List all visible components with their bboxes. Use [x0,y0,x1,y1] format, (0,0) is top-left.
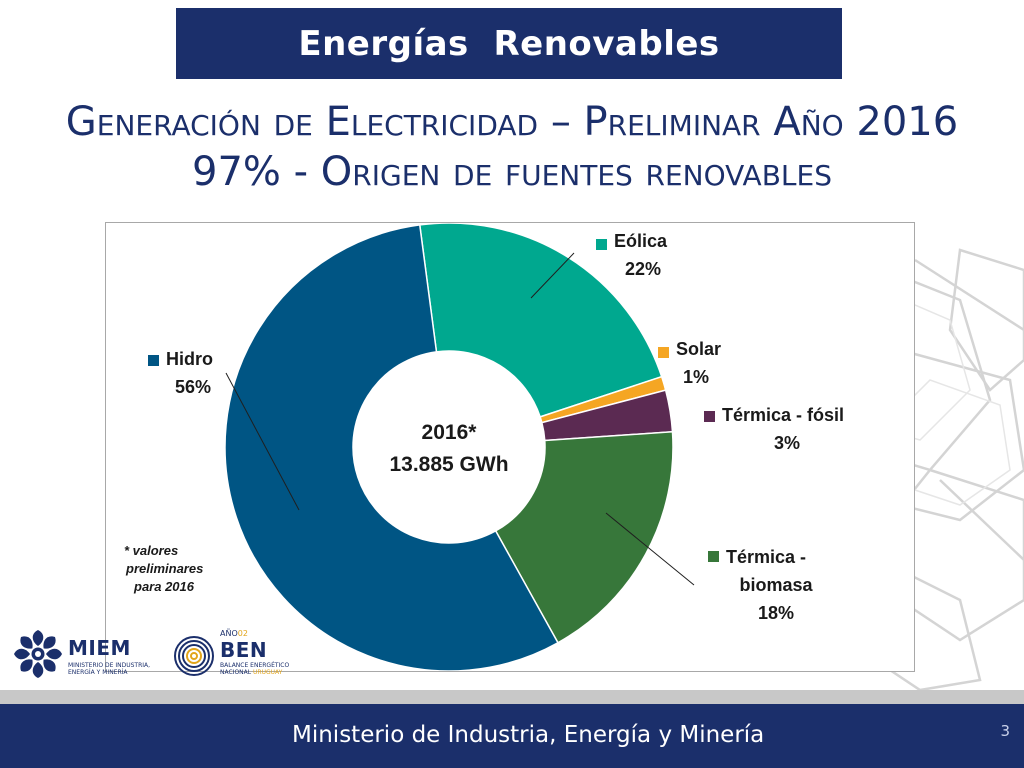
slice-label-termica-fosil: Térmica - fósil [722,405,844,425]
ben-logo: AÑO02 BEN Balance Energético Nacional Ur… [172,628,292,680]
miem-logo-sub-2: Energía y Minería [68,669,128,676]
slice-label-termica-biomasa-1: Térmica - [726,547,806,567]
miem-logo-word: MIEM [68,636,131,660]
legend-marker-termica-fosil [704,411,715,422]
slice-label-solar: Solar [676,339,721,359]
ben-circle-icon [174,636,214,676]
ben-logo-sub-2: Nacional Uruguay [220,669,282,676]
slice-value-hidro: 56% [175,377,211,397]
miem-logo: MIEM Ministerio de Industria, Energía y … [12,628,152,680]
leader-line-hidro [225,372,300,511]
slice-value-solar: 1% [683,367,709,387]
ben-logo-word: BEN [220,638,268,662]
legend-marker-termica-biomasa [708,551,719,562]
slide-title: Energías Renovables [298,23,720,64]
ben-year-label: AÑO02 [220,629,248,638]
slice-value-termica-fosil: 3% [774,433,800,453]
subtitle-line-2: 97% - Origen de fuentes renovables [192,149,832,195]
leader-line-termica-biomasa [605,512,695,586]
legend-marker-eolica [596,239,607,250]
title-banner: Energías Renovables [176,8,842,79]
miem-star-icon [14,630,62,678]
page-number: 3 [1000,722,1010,740]
ben-year: AÑO [220,629,238,638]
center-label-total: 13.885 GWh [389,453,508,476]
footer-ministry: Ministerio de Industria, Energía y Miner… [292,722,765,748]
ben-logo-sub-1: Balance Energético [220,662,290,669]
center-label-year: 2016* [422,421,478,444]
subtitle-line-1: Generación de Electricidad – Preliminar … [65,99,959,145]
slice-value-termica-biomasa: 18% [758,603,794,623]
legend-marker-solar [658,347,669,358]
footer-bar [0,704,1024,768]
ben-year-suffix: 02 [237,629,248,638]
slice-eolica [418,223,663,418]
leader-line-eolica [530,252,575,299]
slice-label-hidro: Hidro [166,349,213,369]
legend-marker-hidro [148,355,159,366]
footer-divider [0,690,1024,704]
slice-termica-biomasa [494,430,674,644]
slice-value-eolica: 22% [625,259,661,279]
ben-logo-sub-2-accent: Uruguay [253,669,283,676]
note-line-2: preliminares [125,561,203,576]
miem-logo-sub-1: Ministerio de Industria, [68,662,151,669]
slice-hidro [224,224,559,671]
note-line-3: para 2016 [133,579,195,594]
ben-logo-sub-2-text: Nacional [220,669,252,676]
slice-label-eolica: Eólica [614,231,668,251]
donut-chart: Eólica 22% Solar 1% Térmica - fósil 3% Térmica… [124,223,844,671]
slice-label-termica-biomasa-2: biomasa [739,575,813,595]
note-line-1: * valores [124,543,178,558]
chart-area: Eólica 22% Solar 1% Térmica - fósil 3% Térmica… [105,222,915,672]
